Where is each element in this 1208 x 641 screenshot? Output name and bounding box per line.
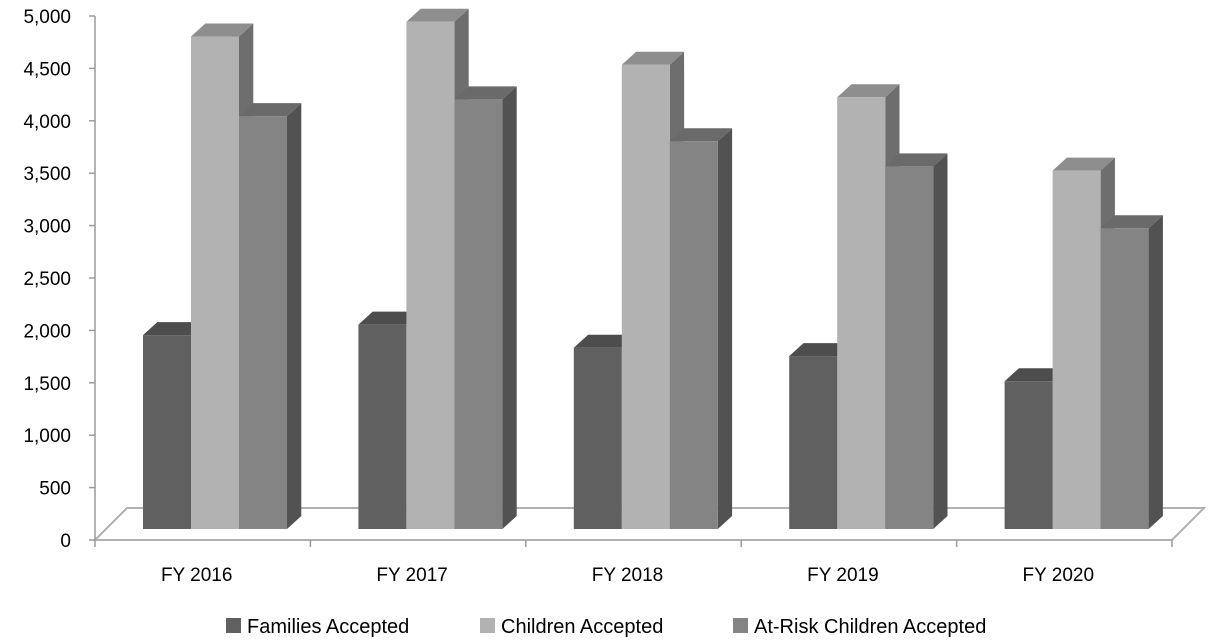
bar-side (287, 103, 302, 529)
bar-top (669, 128, 733, 142)
legend-label: At-Risk Children Accepted (754, 616, 986, 638)
bar-top (621, 51, 685, 65)
x-tick-label: FY 2020 (1023, 565, 1094, 586)
y-tick-label: 3,000 (23, 217, 71, 238)
y-tick-label: 2,000 (23, 321, 71, 342)
y-tick-label: 500 (39, 479, 71, 500)
legend-label: Families Accepted (247, 616, 409, 638)
x-tick-label: FY 2016 (161, 565, 232, 586)
bar-top (143, 322, 206, 336)
bar-top (1100, 215, 1163, 229)
legend-item: Children Accepted (480, 616, 663, 638)
bar-top (837, 84, 900, 98)
bar (573, 334, 637, 529)
bar-top (239, 103, 302, 117)
y-tick-label: 3,500 (23, 164, 71, 185)
legend-swatch (480, 618, 495, 633)
legend-item: At-Risk Children Accepted (733, 616, 986, 638)
bar-front (837, 97, 886, 529)
bar-top (885, 153, 948, 167)
bar-top (406, 8, 469, 22)
legend-swatch (226, 618, 241, 633)
bar-front (573, 347, 622, 529)
bar-side (1148, 215, 1163, 529)
y-tick-label: 1,000 (23, 426, 71, 447)
bar (454, 86, 517, 529)
y-tick-label: 4,500 (23, 59, 71, 80)
bar-front (621, 64, 670, 530)
x-tick-label: FY 2019 (807, 565, 878, 586)
bar-front (454, 99, 503, 529)
bar (1100, 215, 1163, 529)
bar-front (885, 166, 934, 529)
bar-top (789, 343, 852, 357)
y-tick-label: 5,000 (23, 7, 71, 28)
bar-top (1052, 157, 1115, 171)
legend-swatch (733, 618, 748, 633)
bar-front (239, 116, 287, 529)
bar-front (669, 141, 718, 530)
bar (669, 128, 733, 530)
bar-top (191, 23, 254, 37)
bar (239, 103, 302, 529)
chart-axes: 0 500 1,000 1,500 2,000 2,500 3,000 3,500 4,000 4… (23, 7, 1173, 552)
bar-front (191, 36, 239, 529)
y-tick-label: 2,500 (23, 269, 71, 290)
bar-side (717, 128, 733, 530)
legend-item: Families Accepted (226, 616, 409, 638)
bar-front (143, 335, 191, 529)
x-tick-label: FY 2018 (592, 565, 663, 586)
bar-top (1004, 368, 1067, 382)
bar-top (454, 86, 517, 100)
chart-legend: Families Accepted Children Accepted At-Ris… (226, 616, 986, 638)
y-tick-label: 0 (60, 531, 71, 552)
x-tick-label: FY 2017 (376, 565, 447, 586)
x-axis-labels: FY 2016 FY 2017 FY 2018 FY 2019 FY 2020 (161, 565, 1094, 586)
y-tick-label: 4,000 (23, 112, 71, 133)
bar-front (1052, 170, 1101, 530)
bar-top (358, 311, 421, 325)
bar (885, 153, 948, 529)
bar-side (502, 86, 517, 529)
bar-front (406, 21, 455, 529)
bar-side (933, 153, 948, 529)
bar-front (1004, 381, 1053, 529)
chart-bars (143, 8, 1163, 530)
bar-front (789, 356, 838, 529)
y-tick-label: 1,500 (23, 374, 71, 395)
legend-label: Children Accepted (501, 616, 663, 638)
bar-front (358, 324, 407, 529)
bar-front (1100, 228, 1149, 529)
bar-top (573, 334, 637, 348)
